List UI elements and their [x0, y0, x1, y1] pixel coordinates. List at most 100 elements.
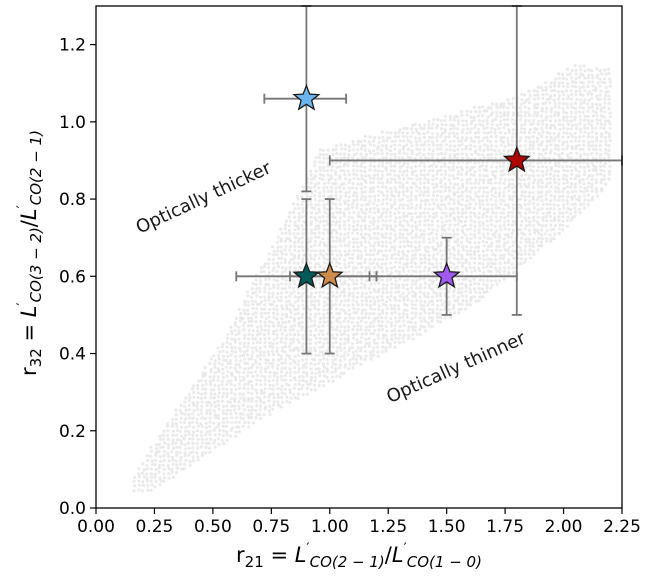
model-dot — [502, 105, 506, 109]
model-dot — [292, 232, 296, 236]
model-dot — [279, 239, 283, 243]
model-dot — [540, 178, 544, 182]
model-dot — [590, 96, 594, 100]
model-dot — [414, 240, 418, 244]
model-dot — [292, 261, 296, 265]
model-dot — [233, 396, 237, 400]
model-dot — [503, 227, 507, 231]
model-dot — [468, 262, 472, 266]
model-dot — [499, 173, 503, 177]
model-dot — [431, 207, 435, 211]
model-dot — [427, 207, 431, 211]
model-dot — [480, 114, 485, 118]
model-dot — [457, 302, 461, 306]
model-dot — [325, 349, 329, 353]
model-dot — [477, 261, 481, 265]
model-dot — [313, 319, 317, 323]
model-dot — [607, 97, 611, 101]
model-dot — [393, 173, 397, 177]
model-dot — [301, 291, 305, 296]
model-dot — [406, 199, 411, 203]
model-dot — [608, 84, 612, 88]
model-dot — [359, 164, 363, 168]
model-dot — [385, 197, 389, 201]
model-dot — [419, 319, 423, 323]
model-dot — [368, 257, 372, 262]
model-dot — [205, 430, 209, 434]
model-dot — [325, 375, 329, 379]
model-dot — [377, 140, 381, 144]
model-dot — [259, 400, 263, 404]
model-dot — [356, 321, 360, 325]
model-dot — [243, 367, 247, 371]
model-dot — [423, 140, 427, 144]
model-dot — [238, 392, 242, 396]
model-dot — [352, 160, 356, 164]
model-dot — [409, 244, 413, 248]
model-dot — [460, 147, 464, 152]
model-dot — [527, 177, 531, 181]
model-dot — [318, 316, 322, 321]
model-dot — [196, 446, 200, 450]
model-dot — [367, 316, 371, 320]
model-dot — [430, 271, 434, 275]
model-dot — [510, 135, 514, 139]
model-dot — [503, 122, 507, 126]
model-dot — [287, 228, 291, 232]
model-dot — [511, 122, 515, 126]
model-dot — [414, 307, 418, 311]
model-dot — [258, 278, 263, 282]
model-dot — [283, 387, 288, 391]
model-dot — [452, 126, 456, 130]
model-dot — [161, 433, 165, 437]
model-dot — [540, 165, 545, 169]
model-dot — [329, 260, 334, 264]
model-dot — [330, 321, 334, 325]
model-dot — [574, 161, 579, 165]
model-dot — [234, 430, 238, 434]
model-dot — [352, 240, 356, 244]
model-dot — [259, 324, 263, 328]
model-dot — [251, 421, 255, 425]
model-dot — [549, 237, 553, 241]
model-dot — [436, 203, 440, 207]
model-dot — [544, 197, 548, 201]
model-dot — [528, 240, 532, 244]
model-dot — [388, 210, 392, 214]
model-dot — [590, 126, 595, 130]
model-dot — [435, 211, 439, 215]
model-dot — [263, 303, 267, 307]
model-dot — [528, 220, 532, 224]
model-dot — [477, 231, 481, 235]
model-dot — [346, 207, 350, 211]
model-dot — [239, 396, 243, 400]
model-dot — [411, 337, 415, 341]
model-dot — [267, 409, 271, 413]
model-dot — [544, 185, 548, 189]
model-dot — [326, 296, 330, 300]
model-dot — [212, 409, 216, 413]
model-dot — [330, 365, 334, 369]
model-dot — [196, 458, 200, 462]
model-dot — [364, 299, 369, 303]
model-dot — [376, 345, 380, 349]
model-dot — [376, 333, 380, 337]
model-dot — [599, 109, 603, 113]
model-dot — [170, 424, 175, 428]
model-dot — [595, 76, 599, 80]
model-dot — [523, 227, 527, 231]
model-dot — [312, 176, 317, 180]
model-dot — [310, 371, 314, 375]
model-dot — [187, 446, 191, 450]
model-dot — [397, 211, 401, 215]
model-dot — [309, 319, 313, 323]
model-dot — [486, 262, 490, 266]
model-dot — [229, 387, 233, 392]
model-dot — [221, 371, 225, 375]
model-dot — [494, 190, 498, 195]
model-dot — [464, 211, 468, 215]
model-dot — [309, 265, 313, 270]
model-dot — [511, 132, 515, 136]
model-dot — [292, 348, 296, 352]
model-dot — [528, 232, 532, 236]
